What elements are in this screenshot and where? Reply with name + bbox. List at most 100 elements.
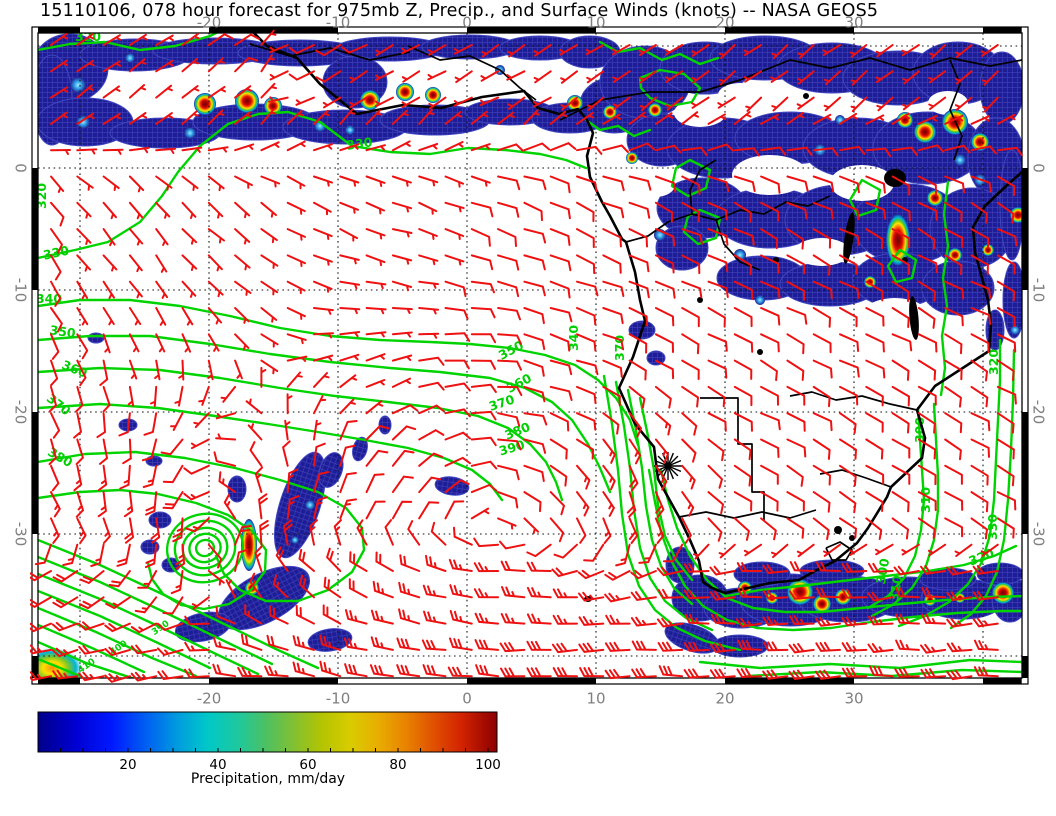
- wind-barb: [128, 84, 147, 99]
- wind-barb: [894, 667, 920, 678]
- wind-barb: [52, 669, 79, 680]
- wind-barb: [683, 668, 710, 679]
- wind-barb: [583, 543, 605, 562]
- wind-barb: [549, 464, 568, 487]
- wind-barb: [718, 70, 736, 86]
- wind-barb: [292, 661, 315, 678]
- wind-barb: [523, 228, 547, 244]
- wind-barb: [160, 438, 184, 456]
- wind-barb: [812, 438, 831, 460]
- wind-barb: [736, 668, 763, 678]
- wind-barb: [523, 359, 545, 377]
- wind-barb: [207, 228, 225, 244]
- wind-barb: [207, 175, 225, 192]
- wind-barb: [602, 175, 625, 192]
- wind-barb: [313, 175, 333, 187]
- wind-barb: [288, 44, 315, 55]
- wind-barb: [481, 44, 500, 58]
- wind-barb: [760, 464, 779, 485]
- wind-barb: [681, 412, 698, 436]
- contour-label: 370: [612, 335, 627, 361]
- wind-barb: [996, 307, 1016, 328]
- wind-barb: [850, 96, 868, 112]
- wind-barb: [865, 464, 885, 485]
- wind-barb: [333, 519, 342, 546]
- wind-barb: [760, 146, 787, 156]
- wind-barb: [234, 254, 251, 271]
- wind-barb: [343, 637, 368, 651]
- wind-barb: [929, 44, 947, 60]
- wind-barb: [891, 517, 909, 540]
- wind-barb: [155, 112, 174, 125]
- wind-barb: [681, 385, 699, 408]
- wind-barb: [365, 449, 389, 467]
- wind-barb: [51, 647, 79, 658]
- wind-barb: [268, 96, 289, 103]
- wind-barb: [970, 254, 989, 275]
- wind-barb: [707, 464, 723, 489]
- wind-barb: [523, 385, 546, 403]
- wind-barb: [418, 332, 440, 339]
- wind-barb: [996, 113, 1016, 125]
- wind-barb: [944, 412, 963, 434]
- wind-barb: [234, 143, 255, 152]
- wind-barb: [681, 359, 700, 380]
- wind-barb: [128, 333, 140, 353]
- wind-barb: [946, 617, 973, 628]
- wind-barb: [786, 333, 805, 355]
- wind-barb: [815, 641, 841, 652]
- wind-barb: [628, 385, 646, 409]
- wind-barb: [497, 359, 522, 371]
- wind-barb: [970, 201, 988, 224]
- wind-barb: [155, 59, 174, 73]
- wind-barb: [497, 175, 521, 191]
- wind-barb: [526, 640, 552, 651]
- wind-barb: [423, 610, 447, 625]
- wind-barb: [207, 543, 223, 569]
- wind-barb: [786, 438, 807, 458]
- wind-barb: [384, 519, 394, 546]
- wind-barb: [123, 491, 134, 518]
- wind-barb: [78, 645, 105, 655]
- wind-barb: [628, 333, 648, 354]
- wind-barb: [212, 663, 237, 678]
- wind-barb: [946, 565, 973, 576]
- wind-barb: [286, 140, 306, 152]
- wind-barb: [786, 146, 813, 156]
- wind-barb: [576, 385, 597, 405]
- wind-barb: [391, 425, 417, 441]
- wind-barb: [444, 307, 469, 320]
- wind-barb: [76, 359, 87, 386]
- wind-barb: [523, 280, 546, 297]
- wind-barb: [50, 333, 60, 360]
- wind-barb: [339, 374, 358, 388]
- wind-barb: [745, 96, 763, 112]
- wind-barb: [454, 70, 473, 84]
- wind-barb: [473, 588, 500, 599]
- wind-barb: [970, 280, 992, 299]
- wind-barb: [970, 491, 989, 513]
- wind-barb: [891, 228, 911, 249]
- wind-barb: [996, 517, 1015, 539]
- wind-barb: [812, 359, 833, 379]
- wind-barb: [444, 201, 465, 213]
- wind-barb: [602, 491, 615, 517]
- wind-barb: [448, 558, 473, 572]
- wind-barb: [506, 70, 526, 81]
- contour-label: 350: [49, 322, 77, 341]
- wind-barb: [497, 491, 519, 509]
- wind-barb: [626, 491, 637, 518]
- wind-barb: [664, 70, 684, 83]
- wind-barb: [954, 70, 973, 85]
- wind-barb: [788, 669, 815, 680]
- right-axis-tick: -30: [1030, 522, 1048, 547]
- wind-barb: [917, 175, 937, 196]
- wind-barb: [735, 617, 763, 628]
- wind-barb: [50, 228, 63, 254]
- wind-barb: [718, 44, 736, 60]
- bottom-axis-tick: 30: [844, 690, 863, 708]
- wind-barb: [552, 667, 578, 678]
- wind-barb: [865, 254, 884, 276]
- wind-barb: [470, 484, 498, 494]
- wind-barb: [523, 491, 542, 513]
